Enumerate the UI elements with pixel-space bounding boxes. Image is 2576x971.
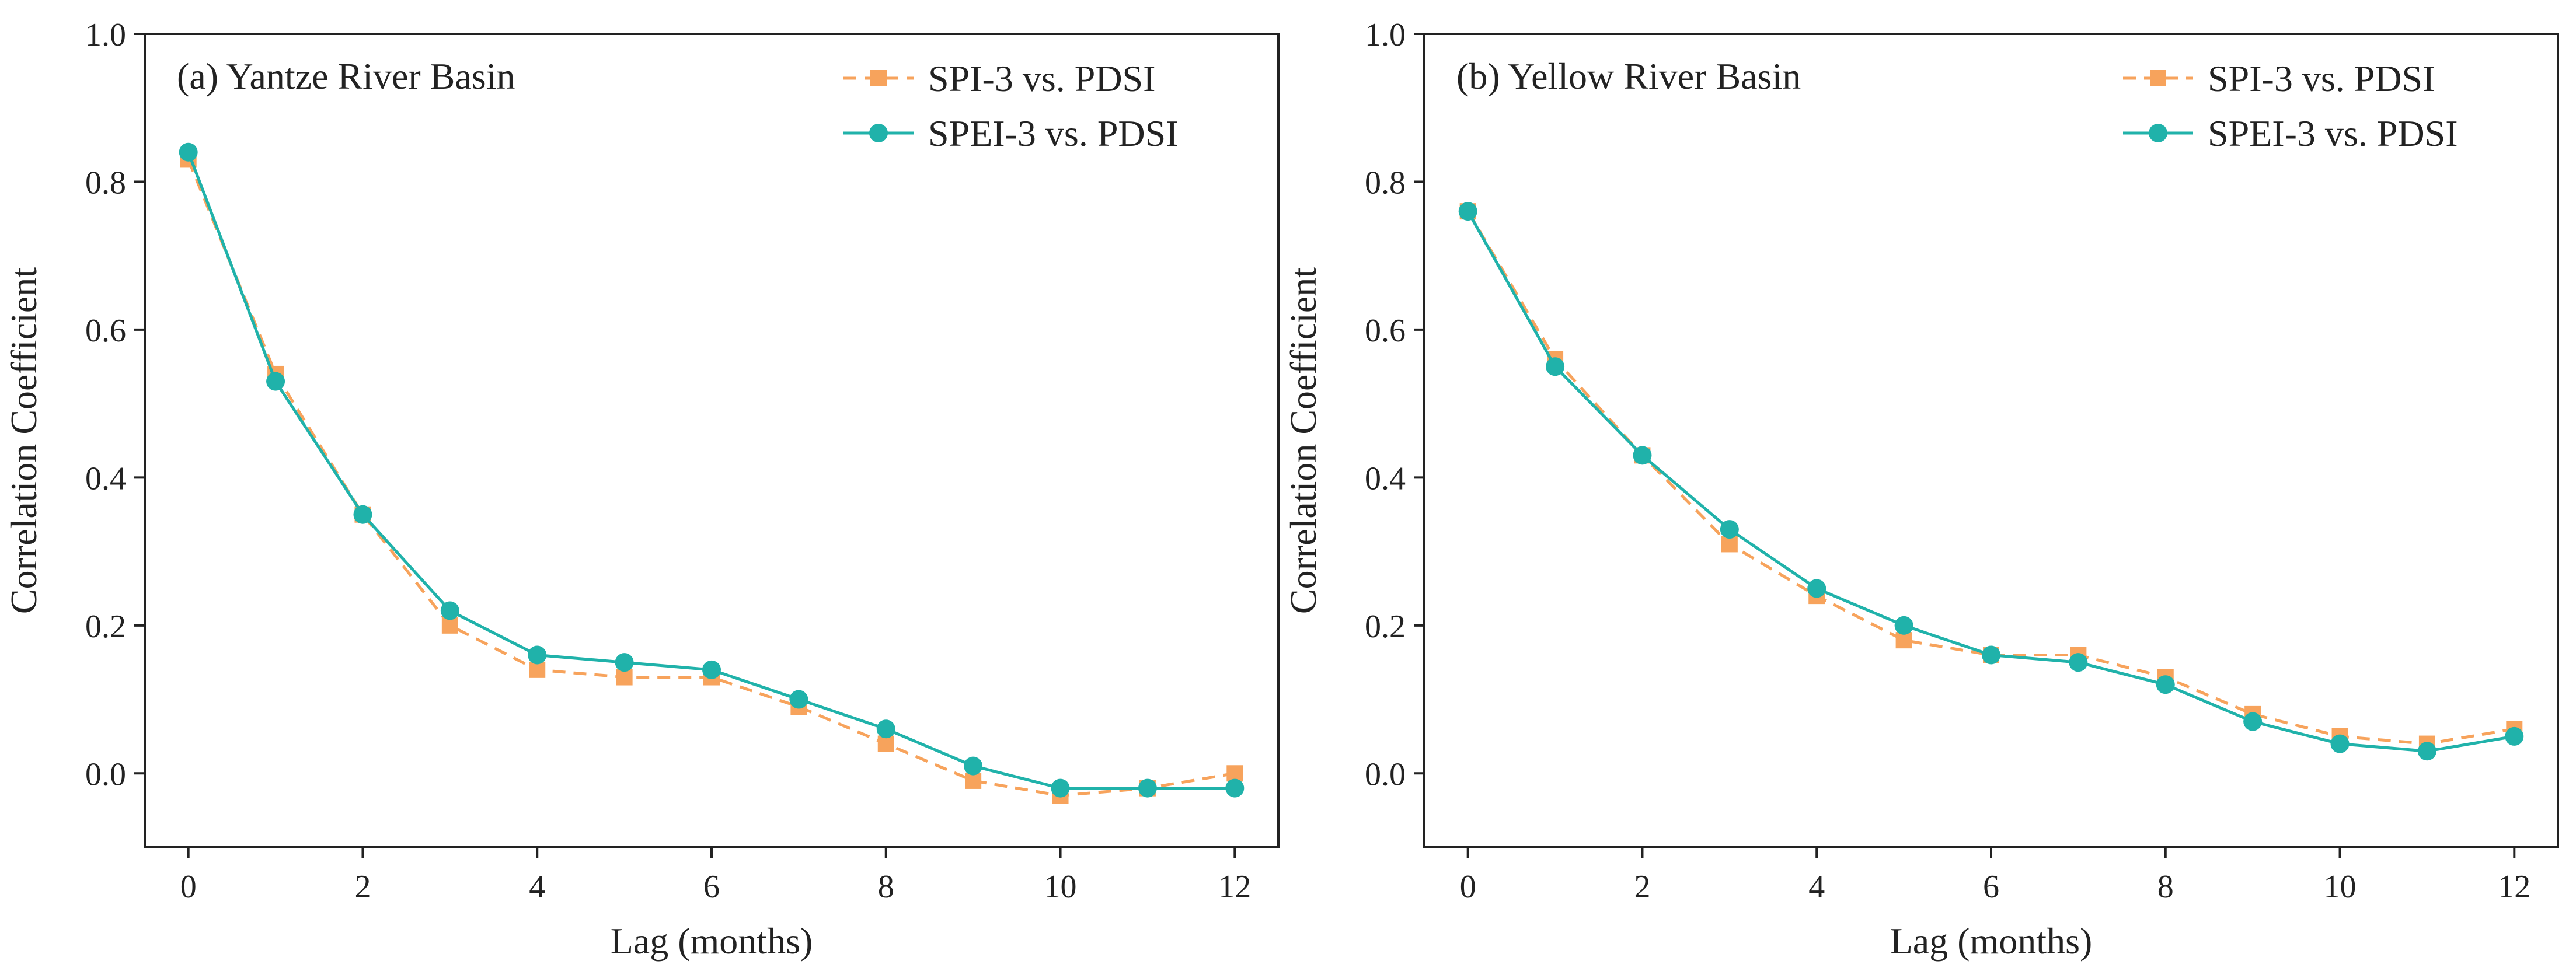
y-axis-title: Correlation Coefficient [1282,267,1324,614]
series-2-point [2243,712,2263,731]
series-line-2 [1466,210,2515,753]
x-axis-title: Lag (months) [1890,920,2093,962]
series-1-point [529,661,546,678]
x-tick-label: 12 [1218,869,1251,905]
series-2-point [789,690,808,709]
panel-title: (b) Yellow River Basin [1456,55,1801,97]
legend-label-2: SPEI-3 vs. PDSI [2208,113,2458,154]
x-tick-label: 8 [2157,869,2174,905]
series-2-point [2417,742,2436,761]
series-1-point [1226,765,1243,782]
series-2-point [1807,579,1826,598]
series-2-point [2069,653,2088,672]
y-tick-label: 0.0 [85,756,126,792]
series-2-point [876,719,895,739]
series-2-point [1138,778,1157,798]
panel-b: 0 2 4 6 8 10 12 0.0 0.2 0.4 0.6 0.8 1.0 Lag (months) C… [1282,17,2559,962]
series-2-point [1633,446,1652,465]
series-2-point [440,601,459,620]
y-tick-label: 0.8 [85,165,126,201]
x-tick-label: 4 [529,869,545,905]
series-2-point [702,660,721,679]
series-1-point [1895,632,1912,649]
series-2-point [1546,357,1565,376]
y-tick-label: 1.0 [85,17,126,53]
y-tick-label: 0.8 [1365,165,1406,201]
series-2-point [964,756,983,776]
legend-marker-1 [2150,70,2166,86]
x-tick-label: 4 [1808,869,1825,905]
series-2-point [1894,616,1913,635]
y-axis-title: Correlation Coefficient [3,267,44,614]
x-tick-label: 8 [878,869,894,905]
series-2-point [528,645,547,665]
y-tick-label: 0.6 [85,313,126,349]
x-tick-label: 10 [2324,869,2357,905]
x-tick-label: 2 [354,869,371,905]
y-tick-label: 0.4 [85,460,126,497]
legend-label-1: SPI-3 vs. PDSI [2208,58,2435,99]
y-tick-label: 1.0 [1365,17,1406,53]
series-2-point [266,372,285,391]
series-1-point [965,772,982,789]
series-2-point [179,142,198,162]
series-2-point [1720,520,1739,539]
series-line-1 [187,159,1235,797]
series-2-point [353,505,372,524]
series-1-point [616,669,633,686]
series-1-point [1721,536,1738,553]
panel-title: (a) Yantze River Basin [177,55,515,97]
series-2-point [2156,675,2175,694]
panel-a: 0 2 4 6 8 10 12 0.0 0.2 0.4 0.6 0.8 1.0 Lag (months) C… [3,17,1280,962]
series-2-point [1225,778,1245,798]
x-tick-label: 6 [1983,869,1999,905]
y-tick-label: 0.2 [85,609,126,645]
legend-marker-2 [869,124,888,142]
series-1-point [441,617,458,634]
series-2-point [1051,778,1070,798]
series-line-2 [187,151,1235,790]
x-tick-label: 0 [1460,869,1476,905]
y-tick-label: 0.0 [1365,756,1406,792]
y-tick-label: 0.4 [1365,460,1406,497]
series-2-point [1982,645,2000,665]
series-2-point [2330,734,2350,753]
plot-frame [1423,33,2559,848]
y-tick-label: 0.2 [1365,609,1406,645]
legend-label-1: SPI-3 vs. PDSI [928,58,1155,99]
series-2-point [1458,202,1477,221]
x-tick-label: 10 [1044,869,1077,905]
x-tick-label: 12 [2498,869,2530,905]
legend-marker-1 [870,70,887,86]
legend-label-2: SPEI-3 vs. PDSI [928,113,1179,154]
x-tick-label: 2 [1634,869,1650,905]
series-2-point [2505,726,2524,746]
x-axis-title: Lag (months) [611,920,813,962]
y-tick-label: 0.6 [1365,313,1406,349]
legend-marker-2 [2149,124,2167,142]
series-2-point [615,653,634,672]
x-tick-label: 6 [703,869,720,905]
series-1-point [877,735,894,752]
x-tick-label: 0 [180,869,197,905]
